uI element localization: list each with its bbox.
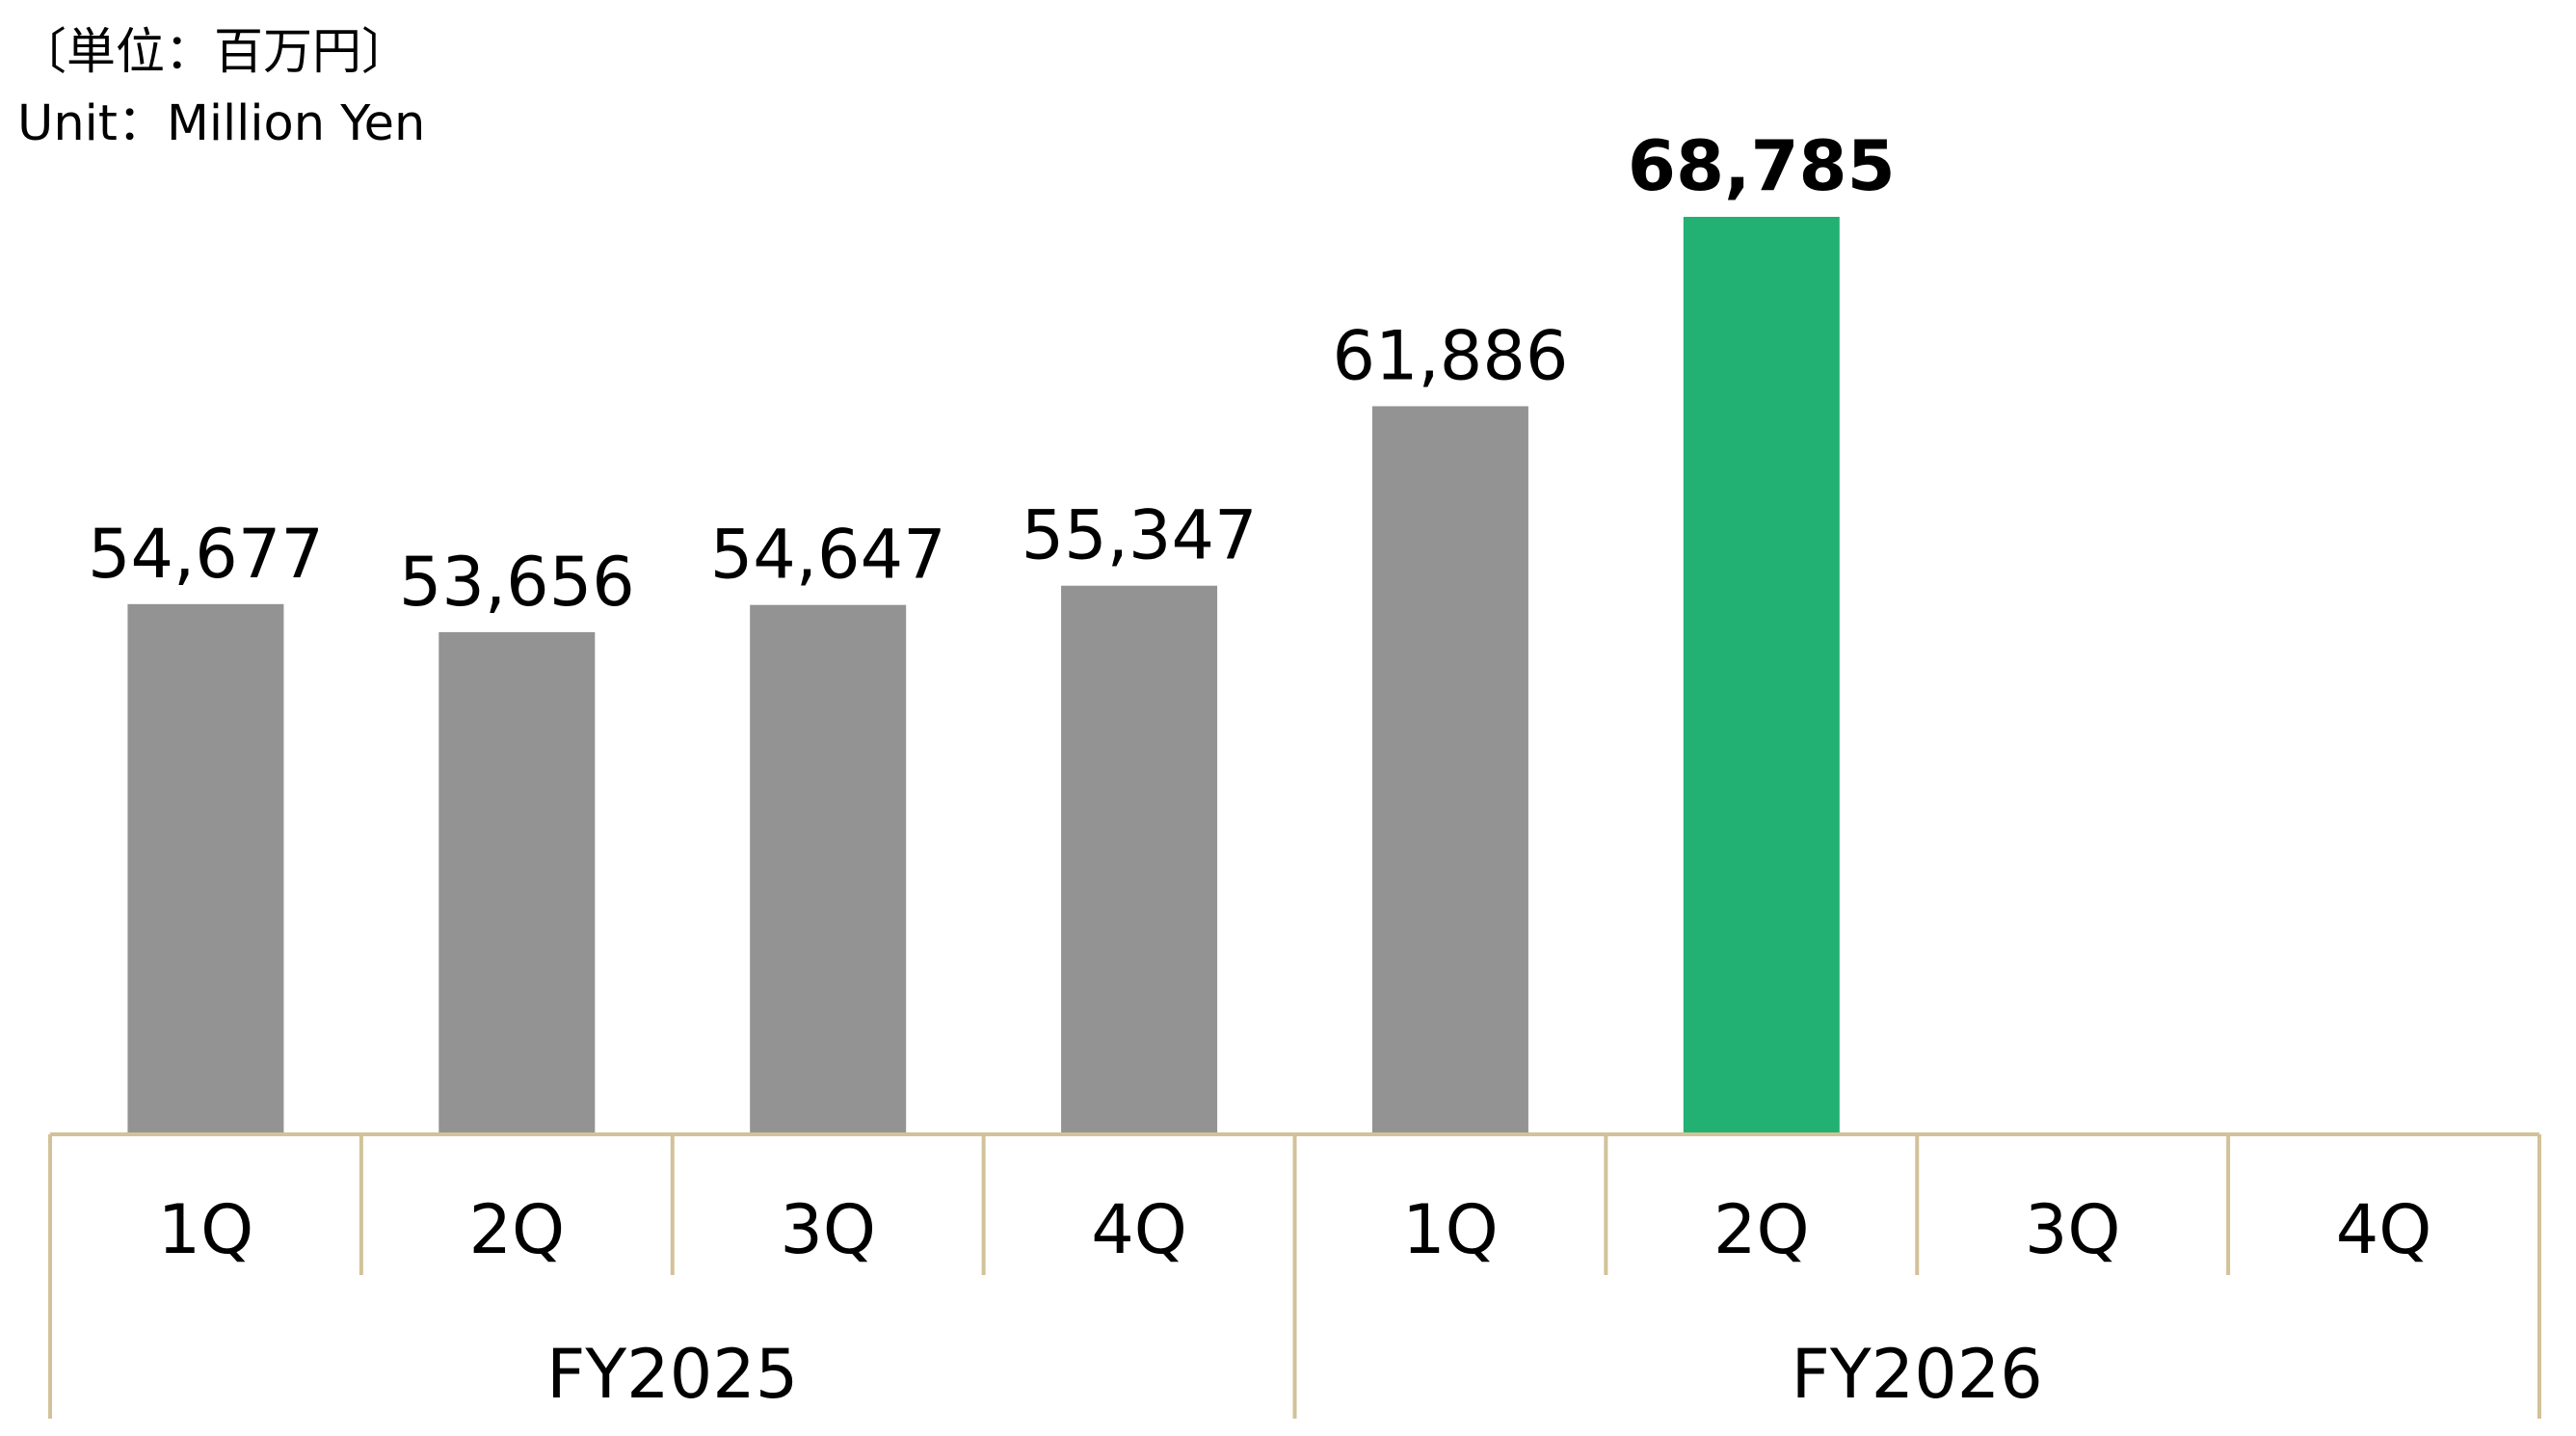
data-label: 55,347 bbox=[1022, 496, 1258, 575]
fiscal-year-label: FY2026 bbox=[1792, 1335, 2043, 1414]
data-label: 54,677 bbox=[88, 515, 324, 594]
fiscal-year-label: FY2025 bbox=[546, 1335, 798, 1414]
quarter-label: 4Q bbox=[1091, 1190, 1187, 1269]
fiscal-year-labels-group: FY2025 FY2026 bbox=[546, 1335, 2043, 1414]
data-label: 61,886 bbox=[1332, 316, 1568, 395]
quarter-labels-group: 1Q 2Q 3Q 4Q 1Q 2Q 3Q 4Q bbox=[158, 1190, 2432, 1269]
quarter-label: 4Q bbox=[2336, 1190, 2432, 1269]
quarter-label: 1Q bbox=[158, 1190, 254, 1269]
quarter-label: 2Q bbox=[468, 1190, 565, 1269]
quarter-label: 1Q bbox=[1402, 1190, 1499, 1269]
quarter-label: 3Q bbox=[780, 1190, 876, 1269]
bar bbox=[438, 631, 596, 1134]
category-axis bbox=[48, 1132, 2541, 1419]
value-labels-group: 54,677 53,656 54,647 55,347 61,886 68,785 bbox=[88, 125, 1896, 622]
bar bbox=[1683, 217, 1840, 1134]
bars-group bbox=[127, 217, 1840, 1134]
bar bbox=[750, 604, 907, 1134]
unit-label-ja: 〔単位：百万円〕 bbox=[17, 24, 412, 81]
data-label: 68,785 bbox=[1628, 125, 1896, 206]
quarter-label: 2Q bbox=[1713, 1190, 1810, 1269]
bar bbox=[1061, 585, 1218, 1134]
quarter-label: 3Q bbox=[2025, 1190, 2121, 1269]
data-label: 54,647 bbox=[710, 516, 946, 595]
unit-note: 〔単位：百万円〕 Unit：Million Yen bbox=[17, 17, 425, 160]
data-label: 53,656 bbox=[399, 543, 635, 622]
unit-label-en: Unit：Million Yen bbox=[17, 95, 426, 152]
bar bbox=[127, 603, 284, 1134]
bar bbox=[1371, 406, 1528, 1134]
